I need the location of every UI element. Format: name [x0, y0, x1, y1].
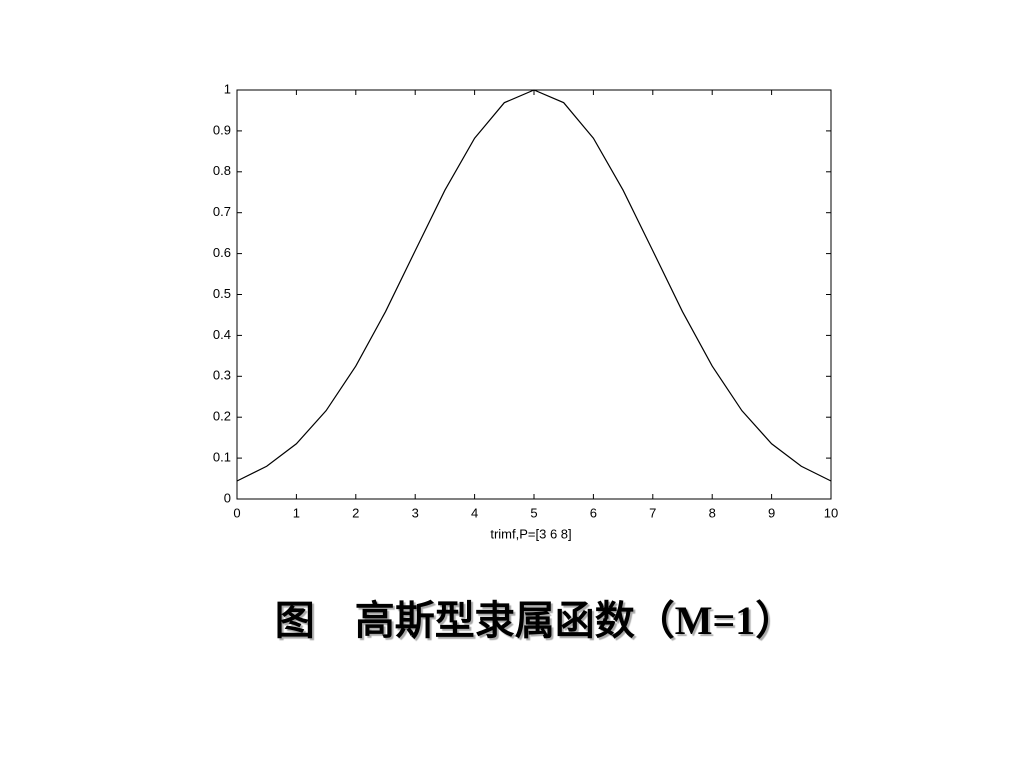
x-tick-label: 8 [709, 505, 716, 520]
x-tick-label: 5 [530, 505, 537, 520]
y-tick-label: 0.9 [213, 122, 231, 137]
y-tick-label: 0.5 [213, 286, 231, 301]
x-tick-label: 1 [293, 505, 300, 520]
chart-title: 图 高斯型隶属函数（M=1） [275, 598, 796, 643]
x-axis-label: trimf,P=[3 6 8] [490, 526, 571, 541]
plot-frame [236, 89, 832, 500]
x-tick-label: 2 [352, 505, 359, 520]
y-tick-label: 0.3 [213, 368, 231, 383]
x-tick-label: 9 [768, 505, 775, 520]
x-tick-label: 10 [824, 505, 838, 520]
y-tick-label: 0.4 [213, 327, 231, 342]
y-tick-label: 0.6 [213, 245, 231, 260]
y-tick-label: 0 [224, 490, 231, 505]
x-tick-label: 7 [649, 505, 656, 520]
x-tick-label: 3 [412, 505, 419, 520]
data-line [236, 89, 832, 482]
y-tick-label: 0.7 [213, 204, 231, 219]
x-tick-label: 4 [471, 505, 478, 520]
x-tick-label: 0 [233, 505, 240, 520]
y-tick-label: 1 [224, 81, 231, 96]
x-tick-label: 6 [590, 505, 597, 520]
y-tick-label: 0.8 [213, 163, 231, 178]
y-tick-label: 0.1 [213, 450, 231, 465]
y-tick-label: 0.2 [213, 409, 231, 424]
